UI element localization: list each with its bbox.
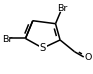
Text: S: S: [40, 43, 46, 53]
Text: Br: Br: [2, 35, 12, 44]
Text: Br: Br: [57, 4, 68, 13]
Text: O: O: [84, 53, 92, 62]
